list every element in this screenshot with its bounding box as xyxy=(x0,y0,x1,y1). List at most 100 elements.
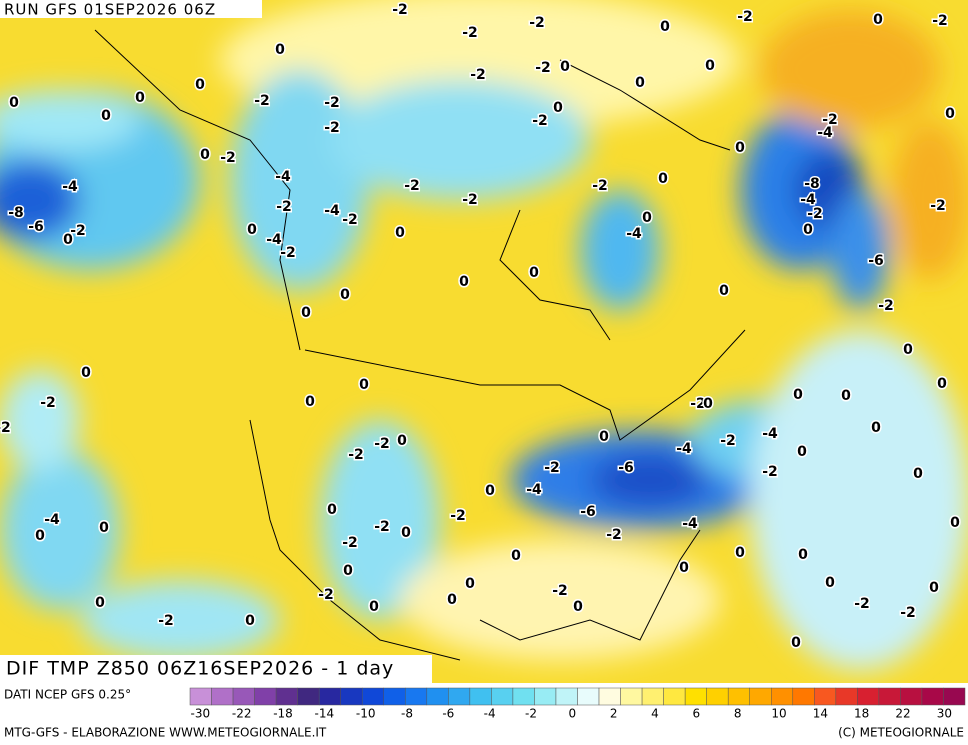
legend-swatch xyxy=(749,687,772,706)
legend-tick-label: -22 xyxy=(232,707,252,721)
contour-label: 0 xyxy=(735,140,745,156)
footer-left: MTG-GFS - ELABORAZIONE WWW.METEOGIORNALE… xyxy=(4,726,327,740)
contour-label: -2 xyxy=(404,178,420,194)
contour-label: 0 xyxy=(797,444,807,460)
contour-label: -2 xyxy=(70,223,86,239)
legend-tick-label: 8 xyxy=(734,707,742,721)
contour-label: 0 xyxy=(871,420,881,436)
contour-label: -4 xyxy=(817,125,833,141)
contour-label: -4 xyxy=(762,426,778,442)
contour-label: 0 xyxy=(99,520,109,536)
legend-swatch xyxy=(943,687,966,706)
contour-label: 0 xyxy=(660,19,670,35)
contour-label: 0 xyxy=(397,433,407,449)
contour-label: -2 xyxy=(529,15,545,31)
contour-label: 0 xyxy=(635,75,645,91)
contour-label: 0 xyxy=(803,222,813,238)
legend-tick-label: -4 xyxy=(484,707,496,721)
legend-tick-label: -8 xyxy=(401,707,413,721)
legend-swatch xyxy=(383,687,406,706)
contour-label: 0 xyxy=(247,222,257,238)
contour-label: 0 xyxy=(945,106,955,122)
legend-swatch xyxy=(663,687,686,706)
legend-swatch xyxy=(857,687,880,706)
legend-swatch xyxy=(211,687,234,706)
contour-label: 0 xyxy=(447,592,457,608)
legend-swatch xyxy=(232,687,255,706)
legend-swatch xyxy=(361,687,385,706)
legend-swatch xyxy=(405,687,428,706)
contour-label: -2 xyxy=(324,120,340,136)
contour-label: 0 xyxy=(705,58,715,74)
contour-label: 0 xyxy=(395,225,405,241)
legend-swatch xyxy=(189,687,212,706)
contour-label: 0 xyxy=(343,563,353,579)
contour-label: 0 xyxy=(511,548,521,564)
legend-swatch xyxy=(684,687,707,706)
contour-label: 0 xyxy=(301,305,311,321)
title-box xyxy=(0,655,432,683)
contour-label: 0 xyxy=(369,599,379,615)
contour-label: -2 xyxy=(878,298,894,314)
contour-label: 0 xyxy=(793,387,803,403)
legend-tick-label: -10 xyxy=(356,707,376,721)
legend-tick-label: 0 xyxy=(569,707,577,721)
contour-label: 0 xyxy=(950,515,960,531)
legend-tick-label: -14 xyxy=(315,707,335,721)
legend-tick-label: 10 xyxy=(771,707,786,721)
contour-label: -2 xyxy=(450,508,466,524)
contour-label: 0 xyxy=(465,576,475,592)
legend-swatch xyxy=(534,687,557,706)
footer-right: (C) METEOGIORNALE xyxy=(838,726,964,740)
contour-label: 0 xyxy=(275,42,285,58)
legend-swatch xyxy=(814,687,837,706)
legend-tick-label: 30 xyxy=(937,707,952,721)
legend-swatch xyxy=(900,687,923,706)
contour-label: -2 xyxy=(374,436,390,452)
contour-label: 0 xyxy=(573,599,583,615)
contour-label: 0 xyxy=(873,12,883,28)
legend-swatch xyxy=(641,687,664,706)
legend-swatch xyxy=(620,687,643,706)
legend-swatch xyxy=(512,687,535,706)
contour-label: -6 xyxy=(580,504,596,520)
contour-label: -2 xyxy=(462,192,478,208)
contour-label: -2 xyxy=(342,535,358,551)
contour-label: -4 xyxy=(62,179,78,195)
contour-label: 0 xyxy=(101,108,111,124)
legend-swatch xyxy=(792,687,815,706)
legend-swatch xyxy=(297,687,320,706)
source-label: DATI NCEP GFS 0.25° xyxy=(4,688,131,702)
contour-label: 0 xyxy=(9,95,19,111)
contour-label: -6 xyxy=(868,253,884,269)
contour-label: -2 xyxy=(40,395,56,411)
contour-label: -2 xyxy=(552,583,568,599)
contour-label: -2 xyxy=(470,67,486,83)
contour-label: 0 xyxy=(245,613,255,629)
contour-label: -4 xyxy=(44,512,60,528)
contour-label: -2 xyxy=(348,447,364,463)
contour-label: 0 xyxy=(791,635,801,651)
contour-label: -2 xyxy=(254,93,270,109)
contour-label: 0 xyxy=(937,376,947,392)
contour-label: 0 xyxy=(658,171,668,187)
contour-label: -2 xyxy=(737,9,753,25)
contour-label: 0 xyxy=(642,210,652,226)
legend-swatch xyxy=(727,687,750,706)
contour-label: -4 xyxy=(275,169,291,185)
contour-label: 0 xyxy=(553,100,563,116)
run-label: RUN GFS 01SEP2026 06Z xyxy=(4,1,216,19)
contour-label: -8 xyxy=(804,176,820,192)
contour-label: -2 xyxy=(762,464,778,480)
legend-swatch xyxy=(491,687,514,706)
map-title: DIF TMP Z850 06Z16SEP2026 - 1 day xyxy=(6,658,394,680)
contour-label: 0 xyxy=(95,595,105,611)
contour-label: -2 xyxy=(324,95,340,111)
contour-label: -4 xyxy=(526,482,542,498)
contour-label: 0 xyxy=(305,394,315,410)
contour-label: -2 xyxy=(462,25,478,41)
coastlines xyxy=(94,29,746,661)
contour-label: -2 xyxy=(220,150,236,166)
